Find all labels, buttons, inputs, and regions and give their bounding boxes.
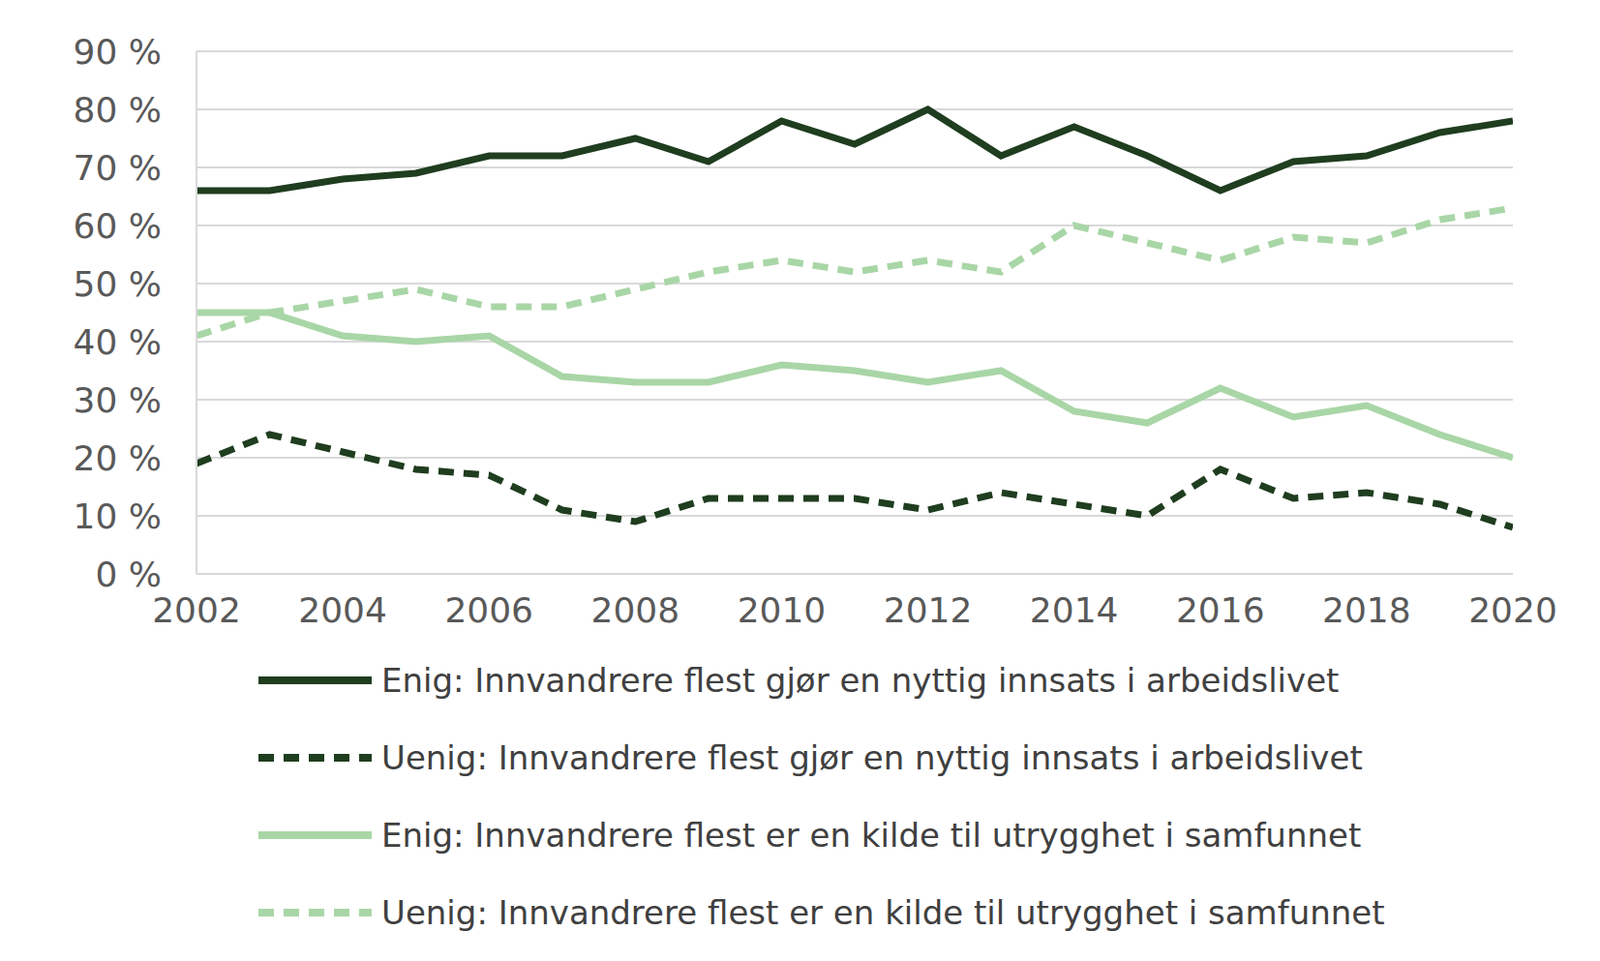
html-text:Uenig: Innvandrere flest gjør: Uenig: Innvandrere flest gjør en nyttig … xyxy=(381,738,1363,778)
svg-text:40 %: 40 % xyxy=(73,322,162,363)
svg-text:20 %: 20 % xyxy=(73,438,162,479)
html-text:Enig: Innvandrere flest gjør e: Enig: Innvandrere flest gjør en nyttig i… xyxy=(381,661,1340,700)
svg-text:2004: 2004 xyxy=(298,590,388,631)
svg-text:50 %: 50 % xyxy=(73,264,162,304)
svg-text:2006: 2006 xyxy=(444,590,534,631)
svg-text:10 %: 10 % xyxy=(73,496,162,537)
svg-text:0 %: 0 % xyxy=(94,554,162,595)
svg-text:60 %: 60 % xyxy=(73,206,162,246)
svg-text:2010: 2010 xyxy=(737,590,827,631)
html-text:Uenig: Innvandrere flest er en: Uenig: Innvandrere flest er en kilde til… xyxy=(381,893,1385,933)
svg-text:70 %: 70 % xyxy=(73,148,162,188)
svg-text:80 %: 80 % xyxy=(73,90,162,130)
svg-text:2016: 2016 xyxy=(1176,590,1266,631)
svg-text:2008: 2008 xyxy=(591,590,681,631)
html-text:Enig: Innvandrere flest er en: Enig: Innvandrere flest er en kilde til … xyxy=(381,815,1362,855)
svg-text:2014: 2014 xyxy=(1029,590,1119,631)
svg-text:2012: 2012 xyxy=(883,590,973,631)
svg-text:2018: 2018 xyxy=(1322,590,1412,631)
svg-text:90 %: 90 % xyxy=(73,31,162,72)
svg-text:2002: 2002 xyxy=(151,590,242,631)
svg-text:30 %: 30 % xyxy=(73,380,162,421)
svg-text:2020: 2020 xyxy=(1468,590,1558,631)
